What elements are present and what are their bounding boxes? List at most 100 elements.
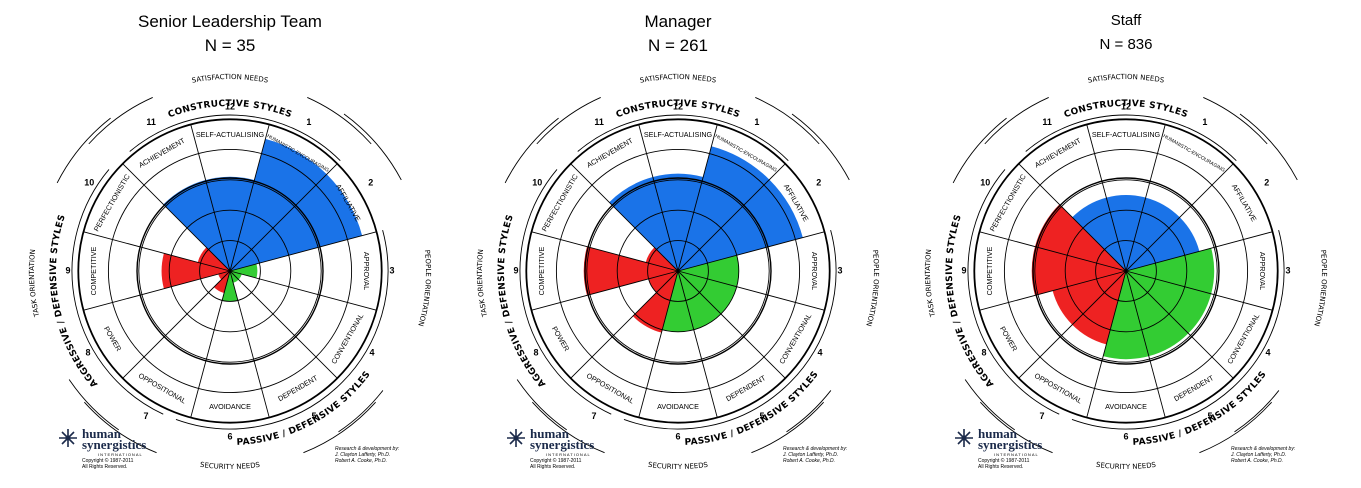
human-synergistics-logo: human synergistics INTERNATIONAL Copyrigh…	[58, 426, 178, 472]
segment-number-2: 2	[816, 177, 821, 187]
satisfaction-arrow-left	[984, 97, 1049, 145]
segment-number-12: 12	[225, 101, 235, 111]
passive-bracket	[175, 229, 389, 430]
wedge-power	[218, 271, 230, 280]
security-arrow-left	[84, 401, 157, 454]
research-credit: Research & development by: J. Clayton Laf…	[783, 446, 848, 464]
wedge-achievement	[1072, 197, 1126, 271]
wedge-approval	[1126, 248, 1215, 294]
task-arrow-bottom	[516, 379, 567, 431]
task-orientation-label: TASK ORIENTATION	[476, 249, 489, 319]
wedge-affiliative	[678, 179, 803, 271]
people-arrow-bottom	[1234, 390, 1280, 433]
wedge-power	[1052, 271, 1126, 325]
segment-number-1: 1	[754, 117, 759, 127]
human-synergistics-logo: human synergistics INTERNATIONAL Copyrigh…	[954, 426, 1074, 472]
wedge-affiliative	[1126, 217, 1200, 271]
task-arrow-bottom	[68, 379, 119, 431]
people-arrow-top	[343, 113, 402, 181]
segment-number-2: 2	[1264, 177, 1269, 187]
wedge-conventional	[230, 271, 242, 280]
wedge-competitive	[583, 246, 678, 296]
satisfaction-arrow-left	[88, 97, 153, 145]
segment-number-8: 8	[533, 347, 538, 357]
segment-label-self-actualising: SELF-ACTUALISING	[1092, 130, 1161, 139]
wedge-humanistic-encouraging	[678, 146, 770, 271]
segment-number-11: 11	[594, 117, 604, 127]
segment-number-7: 7	[591, 411, 596, 421]
wedge-achievement	[163, 179, 230, 271]
snowflake-icon	[955, 429, 973, 447]
logo-copyright: Copyright © 1987-2011 All Rights Reserved…	[82, 458, 134, 470]
chart-title: Manager	[644, 12, 712, 31]
satisfaction-arrow-left	[536, 97, 601, 145]
aggressive-bracket	[967, 169, 1060, 415]
wedge-competitive	[1031, 246, 1126, 296]
segment-number-11: 11	[1042, 117, 1052, 127]
task-arrow-bottom	[964, 379, 1015, 431]
segment-number-4: 4	[1266, 347, 1271, 357]
security-arrow-left	[532, 401, 605, 454]
segment-number-7: 7	[143, 411, 148, 421]
satisfaction-arrow-right	[307, 97, 372, 145]
wedge-humanistic-encouraging	[1126, 197, 1180, 271]
segment-number-5: 5	[311, 411, 316, 421]
segment-number-8: 8	[85, 347, 90, 357]
satisfaction-needs-label: SATISFACTION NEEDS	[1087, 73, 1165, 85]
wedge-dependent	[230, 271, 239, 283]
segment-label-avoidance: AVOIDANCE	[657, 402, 699, 411]
logo-name: human synergistics	[978, 426, 1043, 452]
wedge-avoidance	[222, 271, 238, 302]
people-arrow-top	[1239, 113, 1298, 181]
segment-label-self-actualising: SELF-ACTUALISING	[196, 130, 265, 139]
segment-label-competitive: COMPETITIVE	[89, 246, 98, 295]
segment-number-4: 4	[818, 347, 823, 357]
segment-number-3: 3	[389, 265, 394, 275]
wedge-conventional	[1126, 271, 1212, 334]
segment-label-approval: APPROVAL	[1258, 252, 1267, 290]
task-arrow-top	[56, 117, 111, 184]
aggressive-bracket	[519, 169, 612, 415]
panel-senior-leadership: Senior Leadership Team N = 35 ACHIEVEMEN…	[10, 0, 450, 488]
segment-number-4: 4	[370, 347, 375, 357]
segment-number-3: 3	[1285, 265, 1290, 275]
human-synergistics-logo: human synergistics INTERNATIONAL Copyrigh…	[506, 426, 626, 472]
chart-subtitle: N = 836	[1099, 36, 1153, 53]
logo-name: human synergistics	[82, 426, 147, 452]
segment-number-10: 10	[532, 177, 542, 187]
circumplex-chart: ACHIEVEMENT11SELF-ACTUALISING12HUMANISTI…	[924, 73, 1328, 471]
passive-bracket	[1071, 229, 1285, 430]
logo-name: human synergistics	[530, 426, 595, 452]
segment-number-5: 5	[759, 411, 764, 421]
aggressive-bracket	[71, 169, 164, 415]
security-arrow-right	[303, 401, 376, 454]
security-arrow-left	[980, 401, 1053, 454]
wedge-self-actualising	[205, 176, 255, 271]
wedge-oppositional	[213, 271, 230, 294]
segment-number-5: 5	[1207, 411, 1212, 421]
chart-subtitle: N = 35	[204, 36, 256, 55]
segment-label-competitive: COMPETITIVE	[985, 246, 994, 295]
segment-number-2: 2	[368, 177, 373, 187]
snowflake-icon	[59, 429, 77, 447]
task-orientation-label: TASK ORIENTATION	[28, 249, 41, 319]
security-arrow-right	[751, 401, 824, 454]
logo-international: INTERNATIONAL	[98, 452, 143, 457]
people-arrow-bottom	[338, 390, 384, 433]
segment-label-approval: APPROVAL	[810, 252, 819, 290]
research-credit: Research & development by: J. Clayton Laf…	[1231, 446, 1296, 464]
security-needs-label: SECURITY NEEDS	[199, 461, 261, 471]
segment-number-12: 12	[673, 101, 683, 111]
people-orientation-label: PEOPLE ORIENTATION	[1312, 249, 1328, 327]
segment-number-12: 12	[1121, 101, 1131, 111]
people-orientation-label: PEOPLE ORIENTATION	[416, 249, 432, 327]
wedge-humanistic-encouraging	[230, 138, 327, 271]
chart-subtitle: N = 261	[647, 36, 708, 55]
passive-bracket	[623, 229, 837, 430]
segment-number-9: 9	[513, 265, 518, 275]
segment-number-6: 6	[675, 431, 680, 441]
segment-label-self-actualising: SELF-ACTUALISING	[644, 130, 713, 139]
segment-number-9: 9	[65, 265, 70, 275]
logo-international: INTERNATIONAL	[546, 452, 591, 457]
satisfaction-arrow-right	[755, 97, 820, 145]
